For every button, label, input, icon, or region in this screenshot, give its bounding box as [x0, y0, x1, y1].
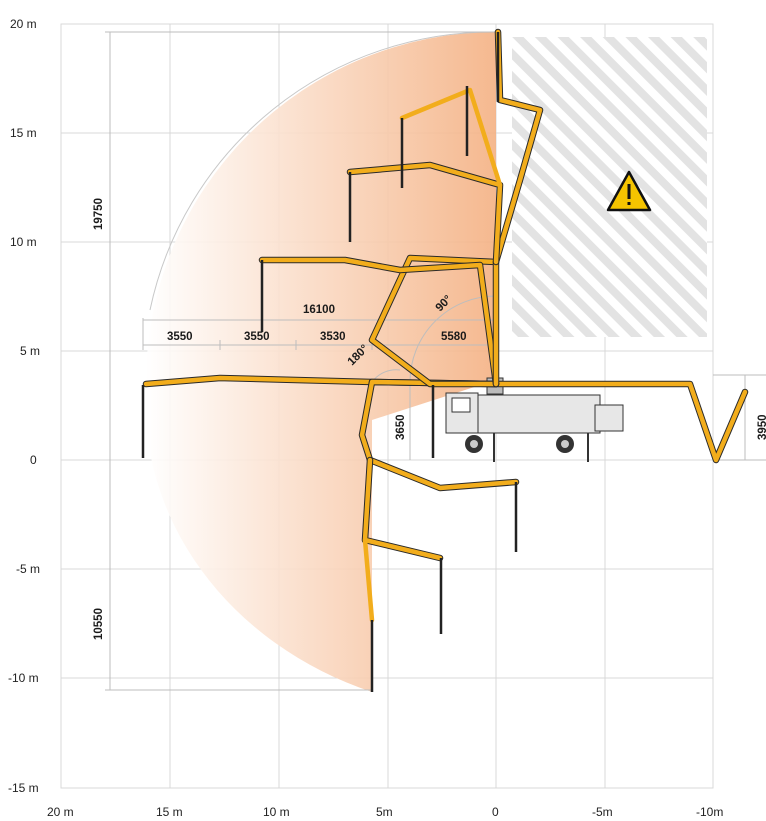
no-go-zone: [512, 37, 707, 337]
warning-triangle-icon: [606, 170, 652, 212]
y-label-neg15: -15 m: [8, 781, 39, 795]
y-label-15: 15 m: [10, 126, 37, 140]
dim-depth: 10550: [93, 608, 105, 640]
x-label-neg5: -5m: [592, 805, 613, 819]
y-label-0: 0: [30, 453, 37, 467]
y-label-20: 20 m: [10, 17, 37, 31]
end-hoses: [141, 32, 518, 692]
dim-total-height: 19750: [93, 198, 105, 230]
y-label-neg10: -10 m: [8, 671, 39, 685]
dim-seg1: 3550: [167, 331, 193, 343]
y-axis-labels: 20 m 15 m 10 m 5 m 0 -5 m -10 m -15 m: [8, 17, 40, 795]
truck: [445, 377, 624, 462]
dim-seg2: 3550: [244, 331, 270, 343]
x-label-0: 0: [492, 805, 499, 819]
dim-right-height: 3950: [757, 414, 766, 440]
y-label-neg5: -5 m: [16, 562, 40, 576]
dim-seg4: 5580: [441, 331, 467, 343]
reach-arc: [149, 31, 497, 311]
x-label-10: 10 m: [263, 805, 290, 819]
y-label-10: 10 m: [10, 235, 37, 249]
x-label-20: 20 m: [47, 805, 74, 819]
x-label-15: 15 m: [156, 805, 183, 819]
dimension-lines: [105, 31, 766, 691]
dimension-labels: 19750 10550 16100 3550 3550 3530 5580 36…: [93, 198, 766, 640]
boom-positions: [142, 28, 749, 623]
x-axis-labels: 20 m 15 m 10 m 5m 0 -5m -10m: [47, 805, 723, 819]
dim-reach: 16100: [303, 304, 335, 316]
y-label-5: 5 m: [20, 344, 40, 358]
x-label-neg10: -10m: [696, 805, 723, 819]
x-label-5: 5m: [376, 805, 393, 819]
dim-seg3: 3530: [320, 331, 346, 343]
dim-unfold-height: 3650: [395, 414, 407, 440]
reach-area: [145, 32, 496, 692]
